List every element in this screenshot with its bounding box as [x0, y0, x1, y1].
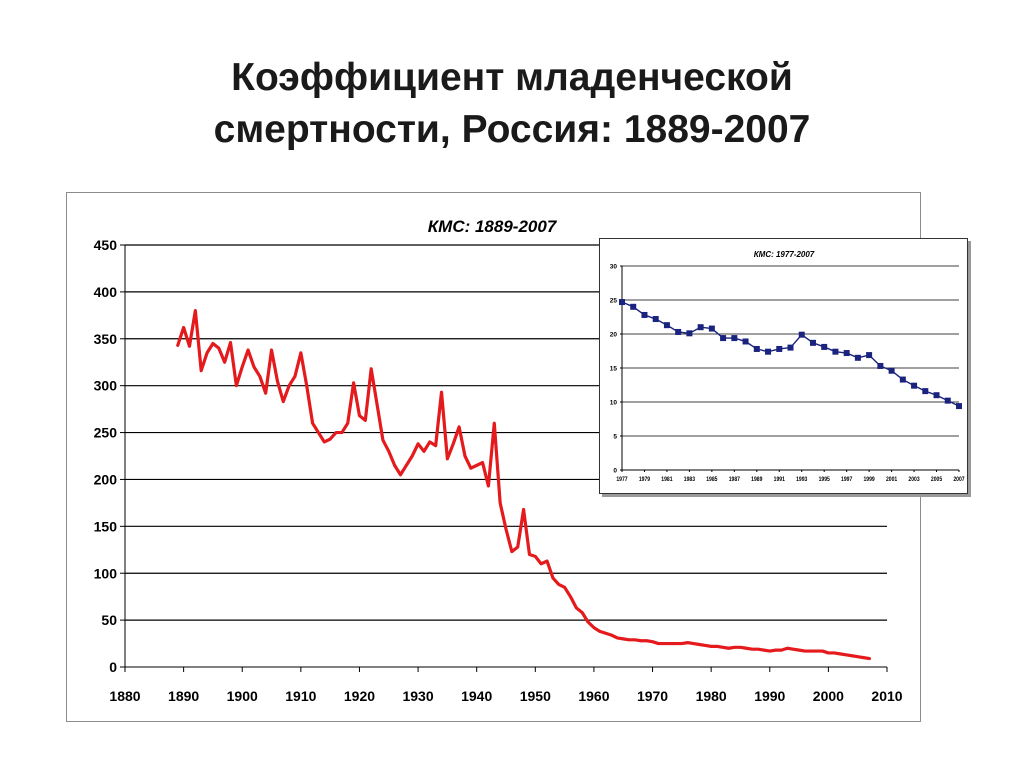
- y-tick-label: 0: [109, 659, 117, 675]
- data-point: [619, 299, 625, 306]
- y-tick-label: 250: [94, 425, 118, 441]
- data-point: [753, 345, 760, 352]
- data-point: [630, 303, 637, 310]
- data-point: [809, 339, 816, 346]
- data-point: [686, 330, 693, 337]
- inset-chart: КМС: 1977-2007 0 5 10 15 20 25 30 1977 1979 1981 19…: [610, 250, 965, 484]
- data-point: [933, 392, 940, 399]
- x-tick-label: 2010: [871, 688, 902, 704]
- chart-title: КМС: 1977-2007: [754, 250, 815, 259]
- data-point: [922, 388, 929, 395]
- x-tick-label: 2003: [908, 477, 920, 484]
- x-tick-label: 1981: [661, 477, 673, 484]
- chart-title: КМС: 1889-2007: [428, 217, 558, 236]
- data-point: [641, 311, 648, 318]
- y-tick-label: 100: [94, 565, 118, 581]
- data-point: [899, 376, 906, 383]
- y-tick-label: 450: [94, 237, 118, 253]
- x-tick-label: 1920: [344, 688, 375, 704]
- data-point: [720, 335, 727, 342]
- x-tick-label: 1890: [168, 688, 199, 704]
- data-point: [911, 382, 918, 389]
- y-tick-label: 0: [613, 467, 617, 474]
- data-point: [798, 331, 805, 338]
- y-tick-label: 200: [94, 471, 118, 487]
- data-point: [708, 325, 715, 332]
- y-tick-label: 150: [94, 518, 118, 534]
- x-tick-label: 1983: [684, 477, 696, 484]
- x-tick-label: 2001: [886, 477, 898, 484]
- x-tick-label: 1930: [402, 688, 433, 704]
- series-line: [176, 309, 872, 661]
- data-point: [944, 397, 951, 404]
- data-point: [663, 322, 670, 329]
- x-tick-label: 1995: [819, 477, 831, 484]
- x-tick-label: 1960: [578, 688, 609, 704]
- data-point: [956, 403, 962, 410]
- y-tick-label: 15: [610, 365, 618, 372]
- data-point: [843, 350, 850, 357]
- data-point: [832, 348, 839, 355]
- x-tick-label: 1989: [751, 477, 763, 484]
- y-tick-label: 30: [610, 263, 618, 270]
- x-tick-label: 1950: [520, 688, 551, 704]
- x-tick-label: 2005: [931, 477, 943, 484]
- x-tick-label: 1979: [639, 477, 651, 484]
- x-tick-label: 1987: [729, 477, 740, 484]
- data-point: [888, 367, 895, 374]
- data-point: [765, 348, 772, 355]
- series-line: [621, 301, 960, 407]
- data-point: [854, 354, 861, 361]
- data-point: [652, 316, 659, 323]
- x-tick-label: 1985: [706, 477, 718, 484]
- y-tick-label: 50: [101, 612, 117, 628]
- y-tick-label: 300: [94, 378, 118, 394]
- data-point: [731, 335, 738, 342]
- data-point: [877, 362, 884, 369]
- x-tick-label: 1991: [774, 477, 786, 484]
- inset-chart-frame: КМС: 1977-2007 0 5 10 15 20 25 30 1977 1979 1981 19…: [599, 238, 968, 494]
- y-tick-label: 20: [610, 331, 618, 338]
- y-tick-label: 5: [613, 433, 617, 440]
- y-tick-label: 350: [94, 331, 118, 347]
- slide-title-line-1: Коэффициент младенческой: [231, 56, 793, 99]
- slide-title-line-2: смертности, Россия: 1889-2007: [213, 108, 811, 151]
- x-tick-label: 1900: [227, 688, 258, 704]
- y-tick-label: 10: [610, 399, 618, 406]
- data-point: [821, 343, 828, 350]
- data-point: [776, 345, 783, 352]
- x-tick-label: 2000: [813, 688, 844, 704]
- data-point: [787, 344, 794, 351]
- x-tick-label: 1997: [841, 477, 852, 484]
- x-tick-label: 1910: [285, 688, 316, 704]
- x-tick-label: 1980: [696, 688, 727, 704]
- data-point: [675, 328, 682, 335]
- x-tick-label: 1977: [616, 477, 627, 484]
- y-tick-label: 400: [94, 284, 118, 300]
- x-tick-label: 1880: [109, 688, 140, 704]
- x-tick-label: 2007: [953, 477, 964, 484]
- x-tick-label: 1990: [754, 688, 785, 704]
- x-tick-label: 1940: [461, 688, 492, 704]
- data-point: [866, 352, 873, 359]
- x-tick-label: 1999: [864, 477, 876, 484]
- slide-title: Коэффициент младенческой смертности, Рос…: [0, 52, 1024, 156]
- data-point: [742, 338, 749, 345]
- data-point: [697, 324, 704, 331]
- x-tick-label: 1970: [637, 688, 668, 704]
- y-tick-label: 25: [610, 297, 618, 304]
- x-tick-label: 1993: [796, 477, 808, 484]
